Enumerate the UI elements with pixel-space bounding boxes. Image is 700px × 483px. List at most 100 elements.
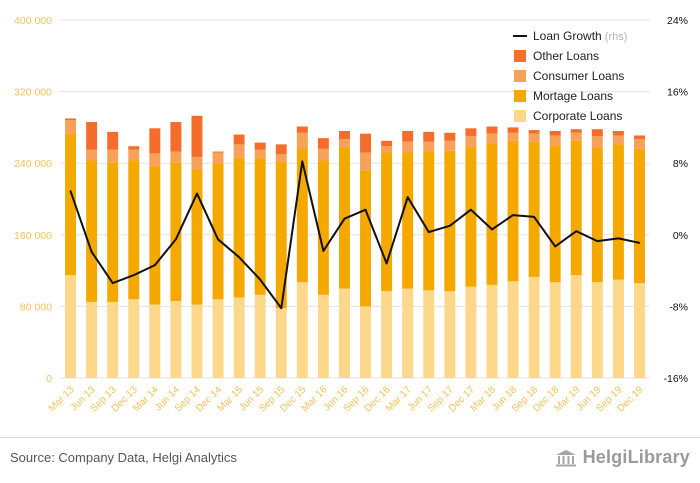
bar-segment [296,282,308,378]
right-tick-label: 24% [667,15,688,27]
bar-segment [402,141,414,153]
bar-segment [317,148,329,161]
bar-segment [107,149,119,163]
bar-segment [612,135,624,145]
bar-segment [338,288,350,378]
bar-segment [275,144,287,155]
bar-segment [107,162,119,302]
loan-growth-point [638,242,641,244]
bar-segment [612,144,624,280]
bar-segment [254,157,266,295]
bar-segment [170,151,182,163]
loan-growth-point [364,208,367,211]
bar-segment [486,284,498,378]
left-tick-label: 400 000 [14,15,52,27]
bar-segment [233,157,245,298]
bar-segment [507,127,519,133]
loan-growth-point [427,231,430,233]
left-axis-labels: 0 80 000 160 000 240 000 320 000 400 000 [14,15,52,385]
bar-segment [465,286,477,378]
bar-segment [423,151,435,291]
bar-segment [570,140,582,276]
bar-segment [507,140,519,282]
bar-segment [275,308,287,378]
right-axis-labels: -16% -8% 0% 8% 16% 24% [663,15,688,385]
bar-segment [254,294,266,378]
legend-swatch [514,50,526,62]
bar-segment [360,133,372,153]
bar-segment [170,301,182,378]
loan-growth-point [259,278,261,281]
legend-swatch [514,70,526,82]
bar-segment [633,148,645,284]
bar-segment [128,146,140,150]
bar-segment [486,133,498,144]
loan-growth-point [217,238,219,241]
loan-growth-point [512,214,514,216]
bar-segment [212,299,224,378]
bar-segment [528,133,540,142]
bar-segment [86,149,98,161]
bar-segment [233,297,245,378]
bar-segment [570,129,582,133]
bar-segment [591,282,603,378]
bar-segment [170,122,182,152]
bar-segment [360,306,372,378]
loan-growth-point [575,230,578,233]
loan-growth-point [491,228,493,231]
left-tick-label: 240 000 [14,158,52,170]
bar-segment [65,133,77,276]
bar-segment [465,147,477,287]
bar-segment [570,132,582,141]
left-tick-label: 320 000 [14,87,52,99]
bar-segment [86,122,98,150]
bar-segment [465,136,477,148]
bar-segment [360,170,372,307]
legend-swatch [514,90,526,102]
source-note: Source: Company Data, Helgi Analytics [10,450,237,465]
bar-segment [212,151,224,153]
bar-segment [612,279,624,378]
bar-segment [149,128,161,154]
bar-segment [528,276,540,378]
legend-label: Loan Growth (rhs) [533,29,627,43]
loan-growth-point [470,208,472,211]
left-tick-label: 0 [46,373,52,385]
bar-segment [65,118,77,121]
bar-segment [191,115,203,157]
loan-growth-point [111,282,114,284]
right-tick-label: -16% [663,373,688,385]
right-tick-label: -8% [669,301,688,313]
left-tick-label: 160 000 [14,230,52,242]
bar-segment [212,163,224,300]
bar-segment [633,139,645,149]
loan-growth-point [322,250,325,252]
loan-growth-point [154,264,156,267]
bar-segment [507,281,519,378]
bar-segment [444,132,456,141]
bar-segment [465,128,477,137]
brand-logo[interactable]: HelgiLibrary [555,447,690,468]
growth-line [69,160,641,310]
bar-segment [338,139,350,148]
right-tick-label: 0% [673,230,688,242]
bar-segment [444,140,456,151]
loan-growth-point [533,216,535,218]
bar-segment [507,132,519,141]
footer-divider [0,437,700,438]
bar-segment [170,162,182,302]
bar-segment [402,130,414,142]
bar-segment [528,141,540,277]
bar-segment [486,126,498,134]
bar-segment [633,283,645,378]
bar-segment [317,294,329,378]
bar-segment [549,135,561,146]
bar-segment [317,138,329,149]
bar-segment [149,165,161,305]
bar-segment [570,275,582,378]
bar-segment [591,136,603,148]
bar-segment [444,291,456,378]
bar-segment [128,160,140,300]
bar-segment [233,144,245,158]
bar-segment [296,126,308,133]
